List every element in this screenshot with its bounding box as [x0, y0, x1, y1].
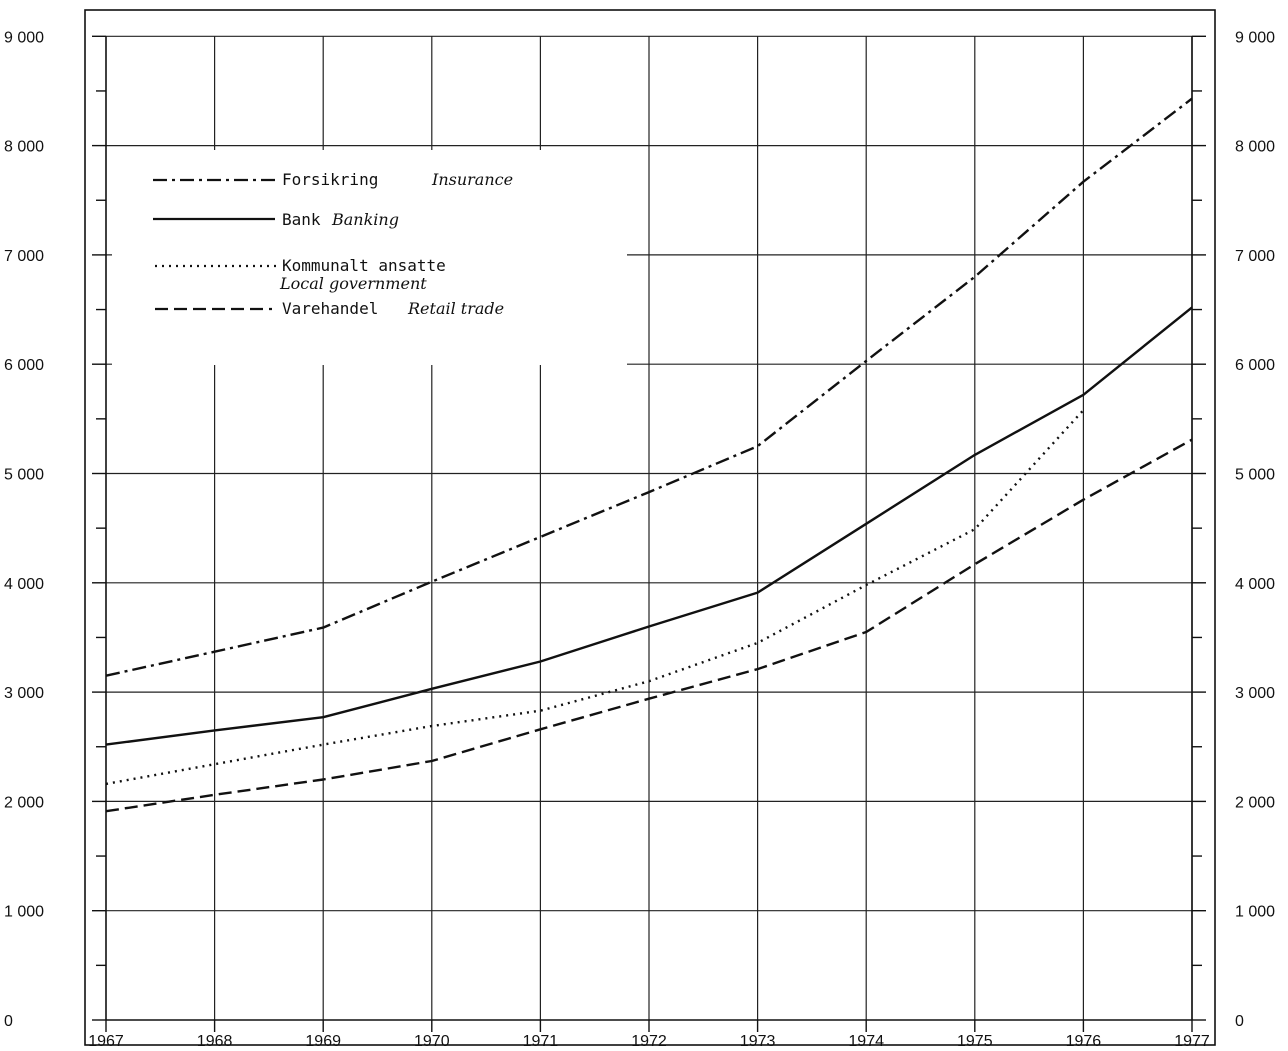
y-tick-label-left: 8 000 — [4, 139, 44, 156]
legend-label-banking-en: Banking — [331, 210, 399, 229]
legend-label-retail-trade: Varehandel — [282, 299, 378, 318]
y-tick-label-right: 4 000 — [1235, 576, 1275, 593]
y-tick-label-right: 0 — [1235, 1013, 1244, 1030]
x-tick-label: 1972 — [631, 1033, 667, 1050]
x-tick-label: 1974 — [848, 1033, 884, 1050]
y-tick-label-left: 2 000 — [4, 794, 44, 811]
x-tick-label: 1970 — [414, 1033, 450, 1050]
x-tick-label: 1968 — [197, 1033, 233, 1050]
y-tick-label-left: 5 000 — [4, 467, 44, 484]
y-tick-label-left: 7 000 — [4, 248, 44, 265]
series-lines — [105, 97, 1193, 813]
y-tick-label-right: 9 000 — [1235, 29, 1275, 46]
series-line-banking — [105, 306, 1193, 746]
x-tick-label: 1971 — [523, 1033, 559, 1050]
x-tick-label: 1975 — [957, 1033, 993, 1050]
x-tick-label: 1967 — [88, 1033, 124, 1050]
legend-box — [112, 150, 627, 365]
x-tick-label: 1969 — [305, 1033, 341, 1050]
y-tick-label-left: 0 — [4, 1013, 13, 1030]
x-tick-label: 1973 — [740, 1033, 776, 1050]
legend-label-banking: Bank — [282, 210, 321, 229]
x-tick-label: 1977 — [1174, 1033, 1210, 1050]
legend-label-insurance-en: Insurance — [431, 170, 513, 189]
series-line-local-government — [105, 409, 1085, 786]
y-tick-label-right: 5 000 — [1235, 467, 1275, 484]
y-tick-label-left: 4 000 — [4, 576, 44, 593]
y-tick-label-left: 6 000 — [4, 357, 44, 374]
plot-frame — [84, 9, 1216, 1046]
legend-label-insurance: Forsikring — [282, 170, 378, 189]
x-tick-label: 1976 — [1066, 1033, 1102, 1050]
series-line-insurance — [105, 97, 1193, 677]
y-tick-label-right: 3 000 — [1235, 685, 1275, 702]
y-tick-label-right: 6 000 — [1235, 357, 1275, 374]
legend: Forsikring Insurance Bank Banking Kommun… — [112, 150, 627, 365]
y-tick-label-right: 8 000 — [1235, 139, 1275, 156]
y-tick-label-left: 9 000 — [4, 29, 44, 46]
y-tick-label-right: 1 000 — [1235, 904, 1275, 921]
axis-ticks: 0 0 1 000 1 000 2 000 2 000 3 000 3 000 4 000 4 0… — [4, 29, 1275, 1050]
y-tick-label-left: 3 000 — [4, 685, 44, 702]
y-tick-label-left: 1 000 — [4, 904, 44, 921]
legend-label-retail-trade-en: Retail trade — [407, 299, 504, 318]
legend-label-local-government-en: Local government — [279, 274, 427, 293]
y-tick-label-right: 2 000 — [1235, 794, 1275, 811]
legend-label-local-government: Kommunalt ansatte — [282, 256, 446, 275]
series-line-retail-trade — [105, 438, 1193, 813]
y-tick-label-right: 7 000 — [1235, 248, 1275, 265]
